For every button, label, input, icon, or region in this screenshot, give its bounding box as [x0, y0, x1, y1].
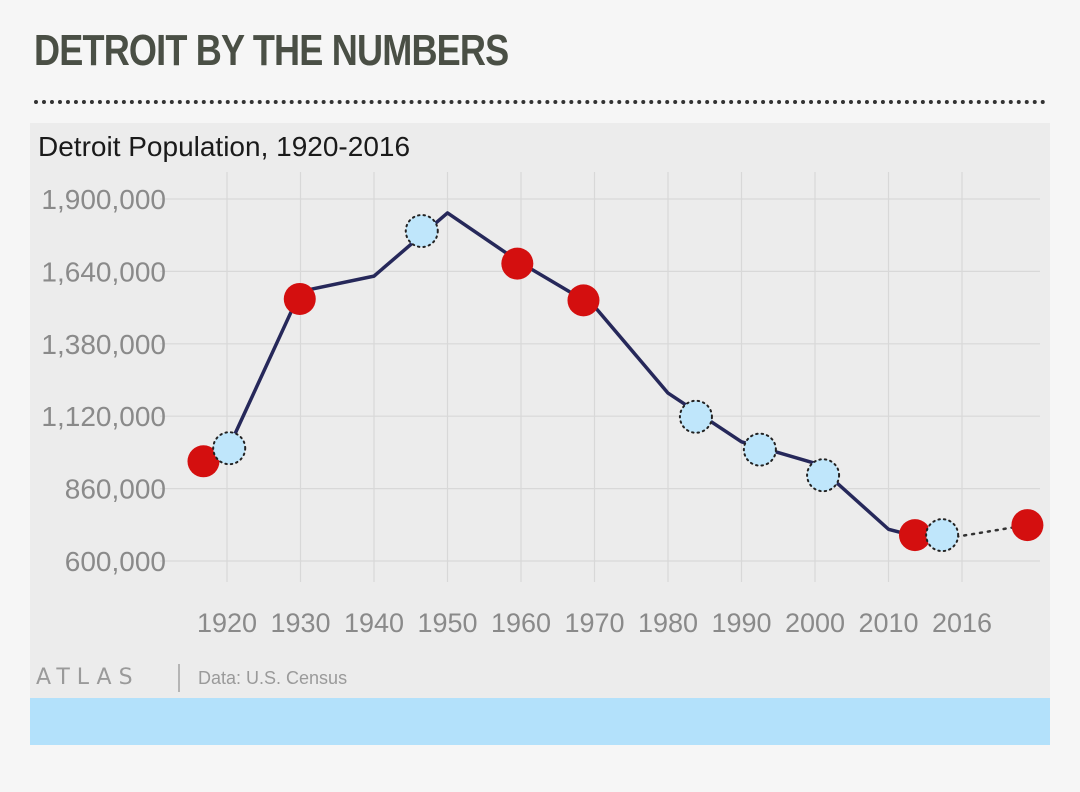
footer-separator: [178, 664, 180, 692]
bottom-bar: [30, 698, 1050, 745]
x-tick-label: 1950: [417, 608, 477, 638]
red-marker: [898, 519, 931, 552]
y-tick-label: 1,640,000: [41, 256, 166, 287]
grid: [160, 172, 1040, 582]
blue-marker: [678, 399, 713, 434]
markers: [187, 214, 1044, 553]
x-tick-label: 2000: [785, 608, 845, 638]
atlas-logo: ATLAS: [36, 665, 140, 690]
red-marker: [1011, 509, 1044, 542]
x-tick-label: 2016: [932, 608, 992, 638]
data-source: Data: U.S. Census: [198, 668, 348, 688]
x-tick-label: 2010: [858, 608, 918, 638]
x-tick-label: 1960: [491, 608, 551, 638]
blue-marker: [806, 458, 841, 493]
y-tick-label: 1,120,000: [41, 401, 166, 432]
red-marker: [283, 282, 316, 315]
x-tick-label: 1970: [564, 608, 624, 638]
blue-marker: [742, 432, 777, 467]
chart-panel: [30, 123, 1050, 698]
x-tick-label: 1990: [711, 608, 771, 638]
y-tick-label: 1,900,000: [41, 184, 166, 215]
chart-title: Detroit Population, 1920-2016: [38, 131, 411, 162]
red-marker: [567, 284, 600, 317]
red-marker: [501, 247, 534, 280]
page-title: DETROIT BY THE NUMBERS: [34, 26, 509, 75]
red-marker: [187, 445, 220, 478]
dotted-divider: [34, 100, 1046, 104]
x-tick-label: 1980: [638, 608, 698, 638]
x-tick-label: 1920: [197, 608, 257, 638]
y-axis-ticks: 1,900,000 1,640,000 1,380,000 1,120,000 860,…: [41, 184, 166, 577]
blue-marker: [925, 518, 960, 553]
x-tick-label: 1930: [270, 608, 330, 638]
y-tick-label: 860,000: [65, 474, 166, 505]
y-tick-label: 600,000: [65, 546, 166, 577]
series: [225, 211, 1029, 543]
x-axis-ticks: 1920 1930 1940 1950 1960 1970 1980 1990 2000 2010…: [197, 608, 992, 638]
blue-marker: [212, 431, 247, 466]
y-tick-label: 1,380,000: [41, 329, 166, 360]
x-tick-label: 1940: [344, 608, 404, 638]
blue-marker: [404, 214, 439, 249]
